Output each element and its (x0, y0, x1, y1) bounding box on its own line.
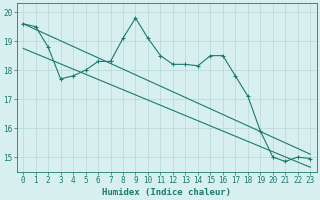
X-axis label: Humidex (Indice chaleur): Humidex (Indice chaleur) (102, 188, 231, 197)
